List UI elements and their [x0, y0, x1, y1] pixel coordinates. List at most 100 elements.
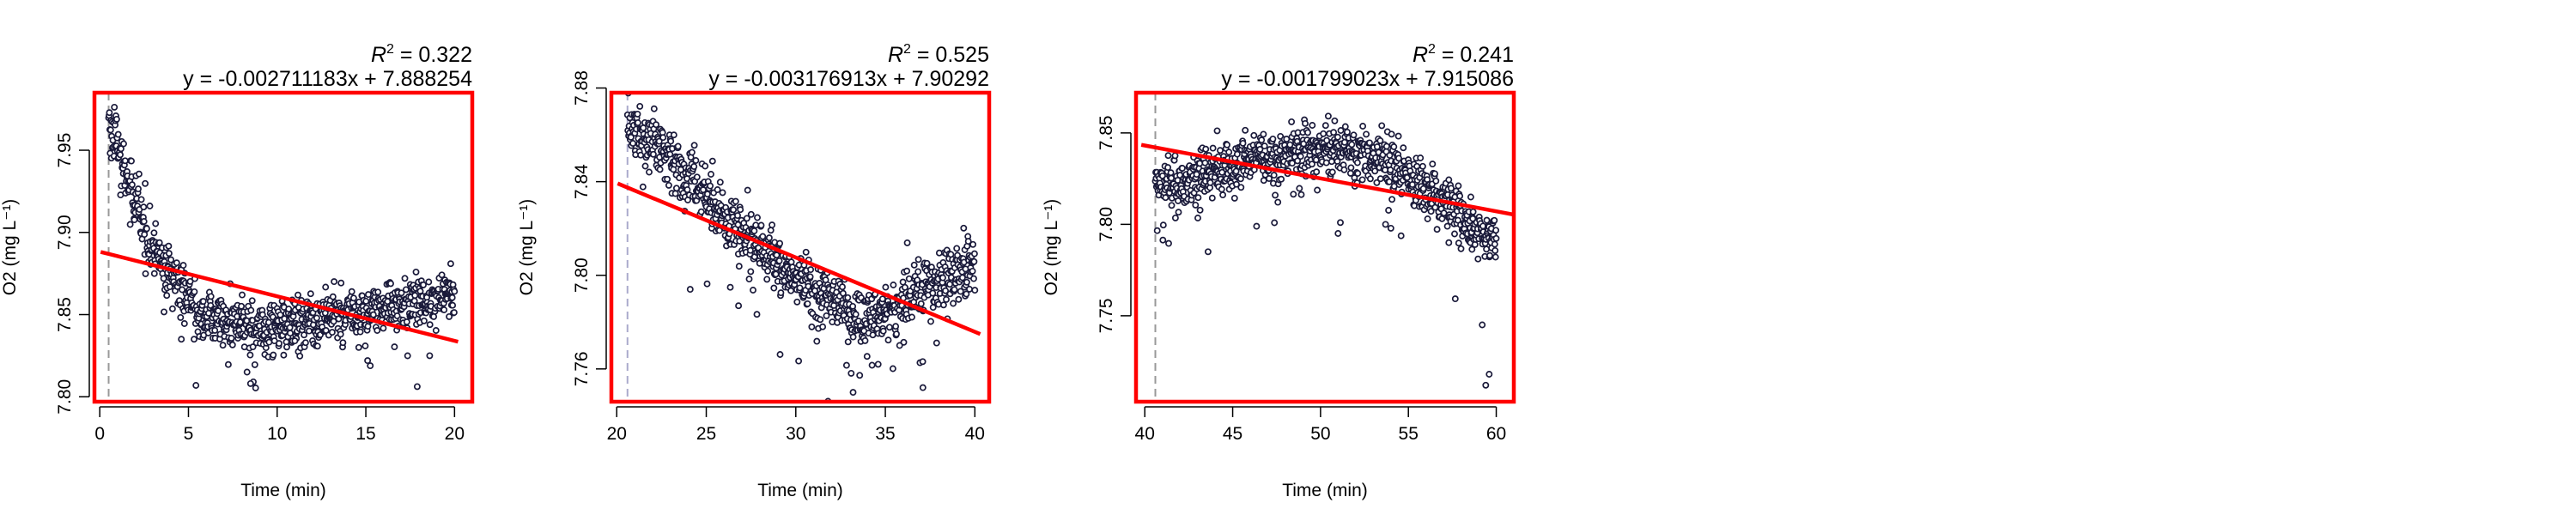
y-axis-label: O2 (mg L⁻¹) [1042, 199, 1061, 296]
data-point [793, 298, 801, 306]
data-point [1341, 123, 1349, 130]
data-point [802, 248, 810, 256]
data-point [126, 221, 134, 228]
data-point [842, 361, 850, 369]
data-point [964, 238, 972, 245]
data-point [634, 119, 641, 126]
data-point [923, 259, 931, 267]
data-point [160, 275, 167, 282]
data-point [806, 273, 814, 281]
data-point [692, 157, 700, 164]
data-point [1297, 153, 1304, 161]
data-point [745, 276, 753, 283]
data-point [671, 190, 679, 197]
data-point [306, 327, 313, 335]
data-point [1492, 234, 1500, 242]
data-point [674, 142, 682, 150]
data-point [265, 338, 273, 346]
data-point [656, 166, 664, 173]
data-point [919, 384, 927, 391]
data-point [879, 327, 887, 335]
data-point [1165, 239, 1172, 247]
data-point [426, 321, 434, 329]
data-point [402, 286, 410, 294]
data-point [844, 338, 852, 346]
data-point [634, 110, 641, 118]
data-point [969, 267, 976, 275]
data-point [690, 142, 698, 149]
data-point [1218, 168, 1226, 176]
data-point [1483, 216, 1491, 224]
y-tick-label: 7.90 [55, 215, 75, 250]
data-point [1388, 196, 1396, 203]
data-point [849, 389, 857, 397]
data-point [861, 336, 869, 344]
data-point [1366, 175, 1374, 183]
data-point [1455, 182, 1462, 190]
data-point [1260, 130, 1267, 138]
data-point [1171, 214, 1179, 221]
data-point [1320, 130, 1327, 137]
x-tick-label: 20 [607, 424, 627, 444]
data-point [856, 372, 864, 379]
data-point [365, 291, 372, 299]
data-point [885, 324, 893, 331]
data-point [795, 357, 803, 365]
data-point [750, 227, 758, 234]
data-point [910, 261, 918, 269]
data-point [1429, 161, 1437, 168]
r-squared-label: R2 = 0.241 [1413, 42, 1514, 67]
data-point [238, 302, 246, 310]
data-point [1213, 127, 1221, 135]
data-point [1206, 179, 1214, 186]
data-point [817, 316, 824, 324]
data-point [1217, 147, 1224, 154]
r-squared-label: R2 = 0.322 [371, 42, 472, 67]
data-point [1278, 175, 1285, 183]
data-point [764, 267, 772, 275]
data-point [649, 150, 657, 158]
data-point [411, 292, 419, 300]
data-point [1382, 221, 1389, 228]
data-point [929, 304, 937, 312]
data-point [889, 365, 896, 373]
data-point [168, 305, 176, 312]
data-point [283, 343, 290, 351]
data-point [1359, 123, 1367, 130]
data-point [270, 351, 277, 359]
x-tick-label: 45 [1223, 424, 1242, 444]
data-point [1468, 245, 1476, 253]
data-point [1347, 164, 1355, 172]
regression-line [100, 250, 459, 344]
data-points [1151, 112, 1500, 389]
data-point [117, 151, 124, 159]
data-point [1388, 130, 1395, 138]
data-point [1353, 159, 1361, 167]
data-point [693, 173, 701, 181]
data-point [430, 312, 438, 320]
y-axis-label: O2 (mg L⁻¹) [517, 199, 537, 296]
data-point [328, 329, 336, 336]
data-point [1424, 215, 1431, 222]
data-point [251, 360, 258, 368]
data-point [1443, 222, 1451, 230]
data-point [1382, 142, 1390, 150]
data-points [105, 103, 459, 402]
data-point [1253, 222, 1261, 230]
data-point [1397, 232, 1405, 239]
data-point [767, 227, 775, 234]
data-point [398, 289, 405, 297]
data-point [313, 314, 320, 322]
data-point [1400, 144, 1407, 152]
x-axis-label: Time (min) [1282, 481, 1368, 500]
data-point [732, 197, 739, 205]
data-point [447, 260, 454, 268]
data-point [747, 268, 755, 276]
data-point [163, 292, 171, 300]
data-point [776, 351, 784, 358]
data-point [349, 294, 357, 302]
data-point [942, 287, 950, 294]
data-point [957, 288, 964, 295]
data-point [953, 245, 961, 252]
data-point [128, 181, 136, 189]
